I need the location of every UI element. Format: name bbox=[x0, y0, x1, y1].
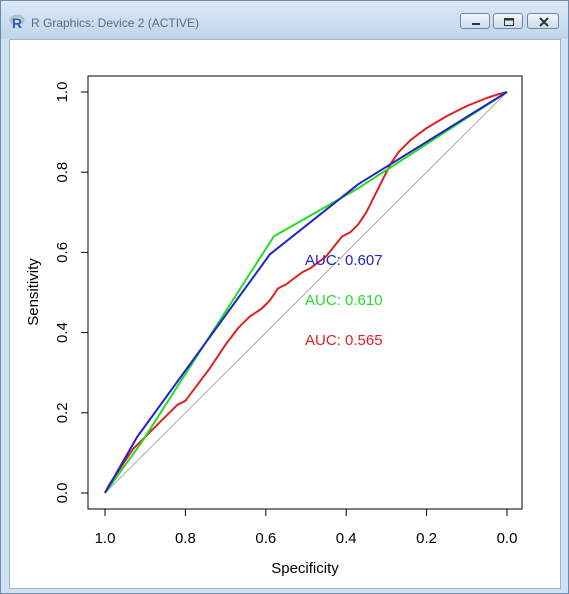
x-tick-label: 0.2 bbox=[416, 530, 437, 547]
y-tick-label: 0.8 bbox=[54, 162, 71, 183]
close-icon bbox=[539, 17, 549, 27]
auc-label-3: AUC: 0.565 bbox=[305, 332, 383, 349]
x-axis-label: Specificity bbox=[271, 560, 339, 577]
y-axis-label: Sensitivity bbox=[25, 258, 42, 326]
roc-curve-3 bbox=[104, 91, 508, 494]
reference-diagonal bbox=[104, 91, 508, 494]
r-logo-icon: R bbox=[9, 14, 25, 29]
x-tick-label: 0.8 bbox=[175, 530, 196, 547]
x-tick-label: 0.0 bbox=[497, 530, 518, 547]
y-tick-label: 0.4 bbox=[54, 322, 71, 343]
maximize-icon bbox=[504, 18, 514, 26]
auc-label-1: AUC: 0.607 bbox=[305, 252, 383, 269]
auc-label-2: AUC: 0.610 bbox=[305, 292, 383, 309]
close-button[interactable] bbox=[527, 13, 559, 29]
roc-curve-1 bbox=[104, 91, 508, 494]
x-tick-label: 0.4 bbox=[336, 530, 357, 547]
y-tick-label: 0.2 bbox=[54, 402, 71, 423]
roc-chart: 1.0 0.8 0.6 0.4 0.2 0.0 0.0 0.2 0.4 0.6 0.8 1.0 AUC… bbox=[25, 75, 523, 577]
y-tick-label: 0.0 bbox=[54, 483, 71, 504]
y-tick-label: 0.6 bbox=[54, 242, 71, 263]
maximize-button[interactable] bbox=[493, 13, 523, 29]
roc-curve-2 bbox=[104, 91, 508, 494]
x-tick-label: 0.6 bbox=[255, 530, 276, 547]
x-tick-label: 1.0 bbox=[95, 530, 116, 547]
title-bar[interactable]: R R Graphics: Device 2 (ACTIVE) bbox=[1, 1, 568, 39]
svg-text:R: R bbox=[12, 15, 22, 29]
plot-area: 1.0 0.8 0.6 0.4 0.2 0.0 0.0 0.2 0.4 0.6 0.8 1.0 AUC… bbox=[9, 39, 561, 589]
minimize-icon bbox=[472, 23, 480, 25]
window-title: R Graphics: Device 2 (ACTIVE) bbox=[31, 16, 200, 30]
minimize-button[interactable] bbox=[460, 13, 490, 29]
y-tick-label: 1.0 bbox=[54, 82, 71, 103]
